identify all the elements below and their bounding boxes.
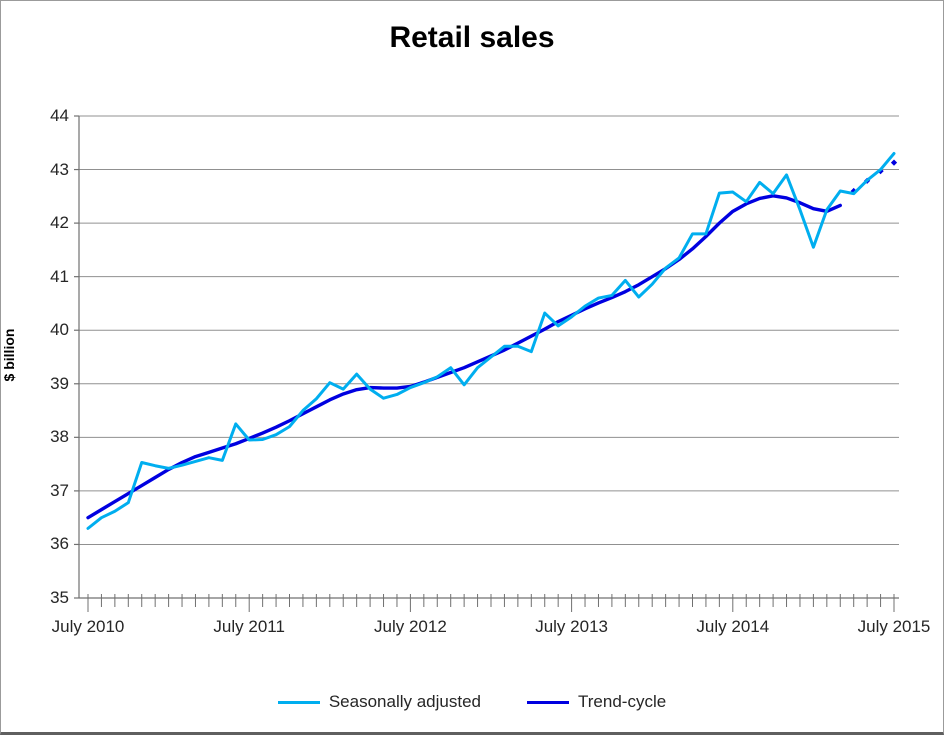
y-tick-label: 36: [50, 534, 69, 554]
y-tick-label: 41: [50, 266, 69, 286]
legend-line-swatch: [277, 700, 320, 704]
y-tick-label: 38: [50, 427, 69, 447]
y-tick-label: 43: [50, 159, 69, 179]
x-tick-label: July 2012: [374, 617, 447, 636]
legend-item: Seasonally adjusted: [277, 692, 481, 712]
y-axis-title: $ billion: [1, 328, 17, 382]
x-tick-label: July 2013: [535, 617, 608, 636]
y-tick-label: 37: [50, 480, 69, 500]
y-tick-label: 39: [50, 373, 69, 393]
y-tick-label: 42: [50, 213, 69, 233]
x-tick-label: July 2011: [213, 617, 285, 636]
y-tick-label: 35: [50, 588, 69, 607]
x-tick-label: July 2014: [696, 617, 770, 636]
legend-line-swatch: [527, 700, 569, 704]
legend: Seasonally adjusted Trend-cycle: [1, 692, 943, 712]
trend-cycle-dot: [890, 159, 898, 166]
legend-item: Trend-cycle: [527, 692, 666, 712]
x-tick-label: July 2010: [51, 617, 125, 636]
chart-title: Retail sales: [389, 21, 555, 54]
seasonally-adjusted-line: [86, 151, 896, 530]
x-tick-label: July 2015: [857, 617, 931, 636]
y-tick-label: 44: [50, 106, 69, 125]
legend-label: Trend-cycle: [578, 692, 667, 711]
y-tick-label: 40: [50, 320, 69, 340]
legend-label: Seasonally adjusted: [328, 692, 481, 711]
trend-cycle-line: [86, 194, 842, 520]
